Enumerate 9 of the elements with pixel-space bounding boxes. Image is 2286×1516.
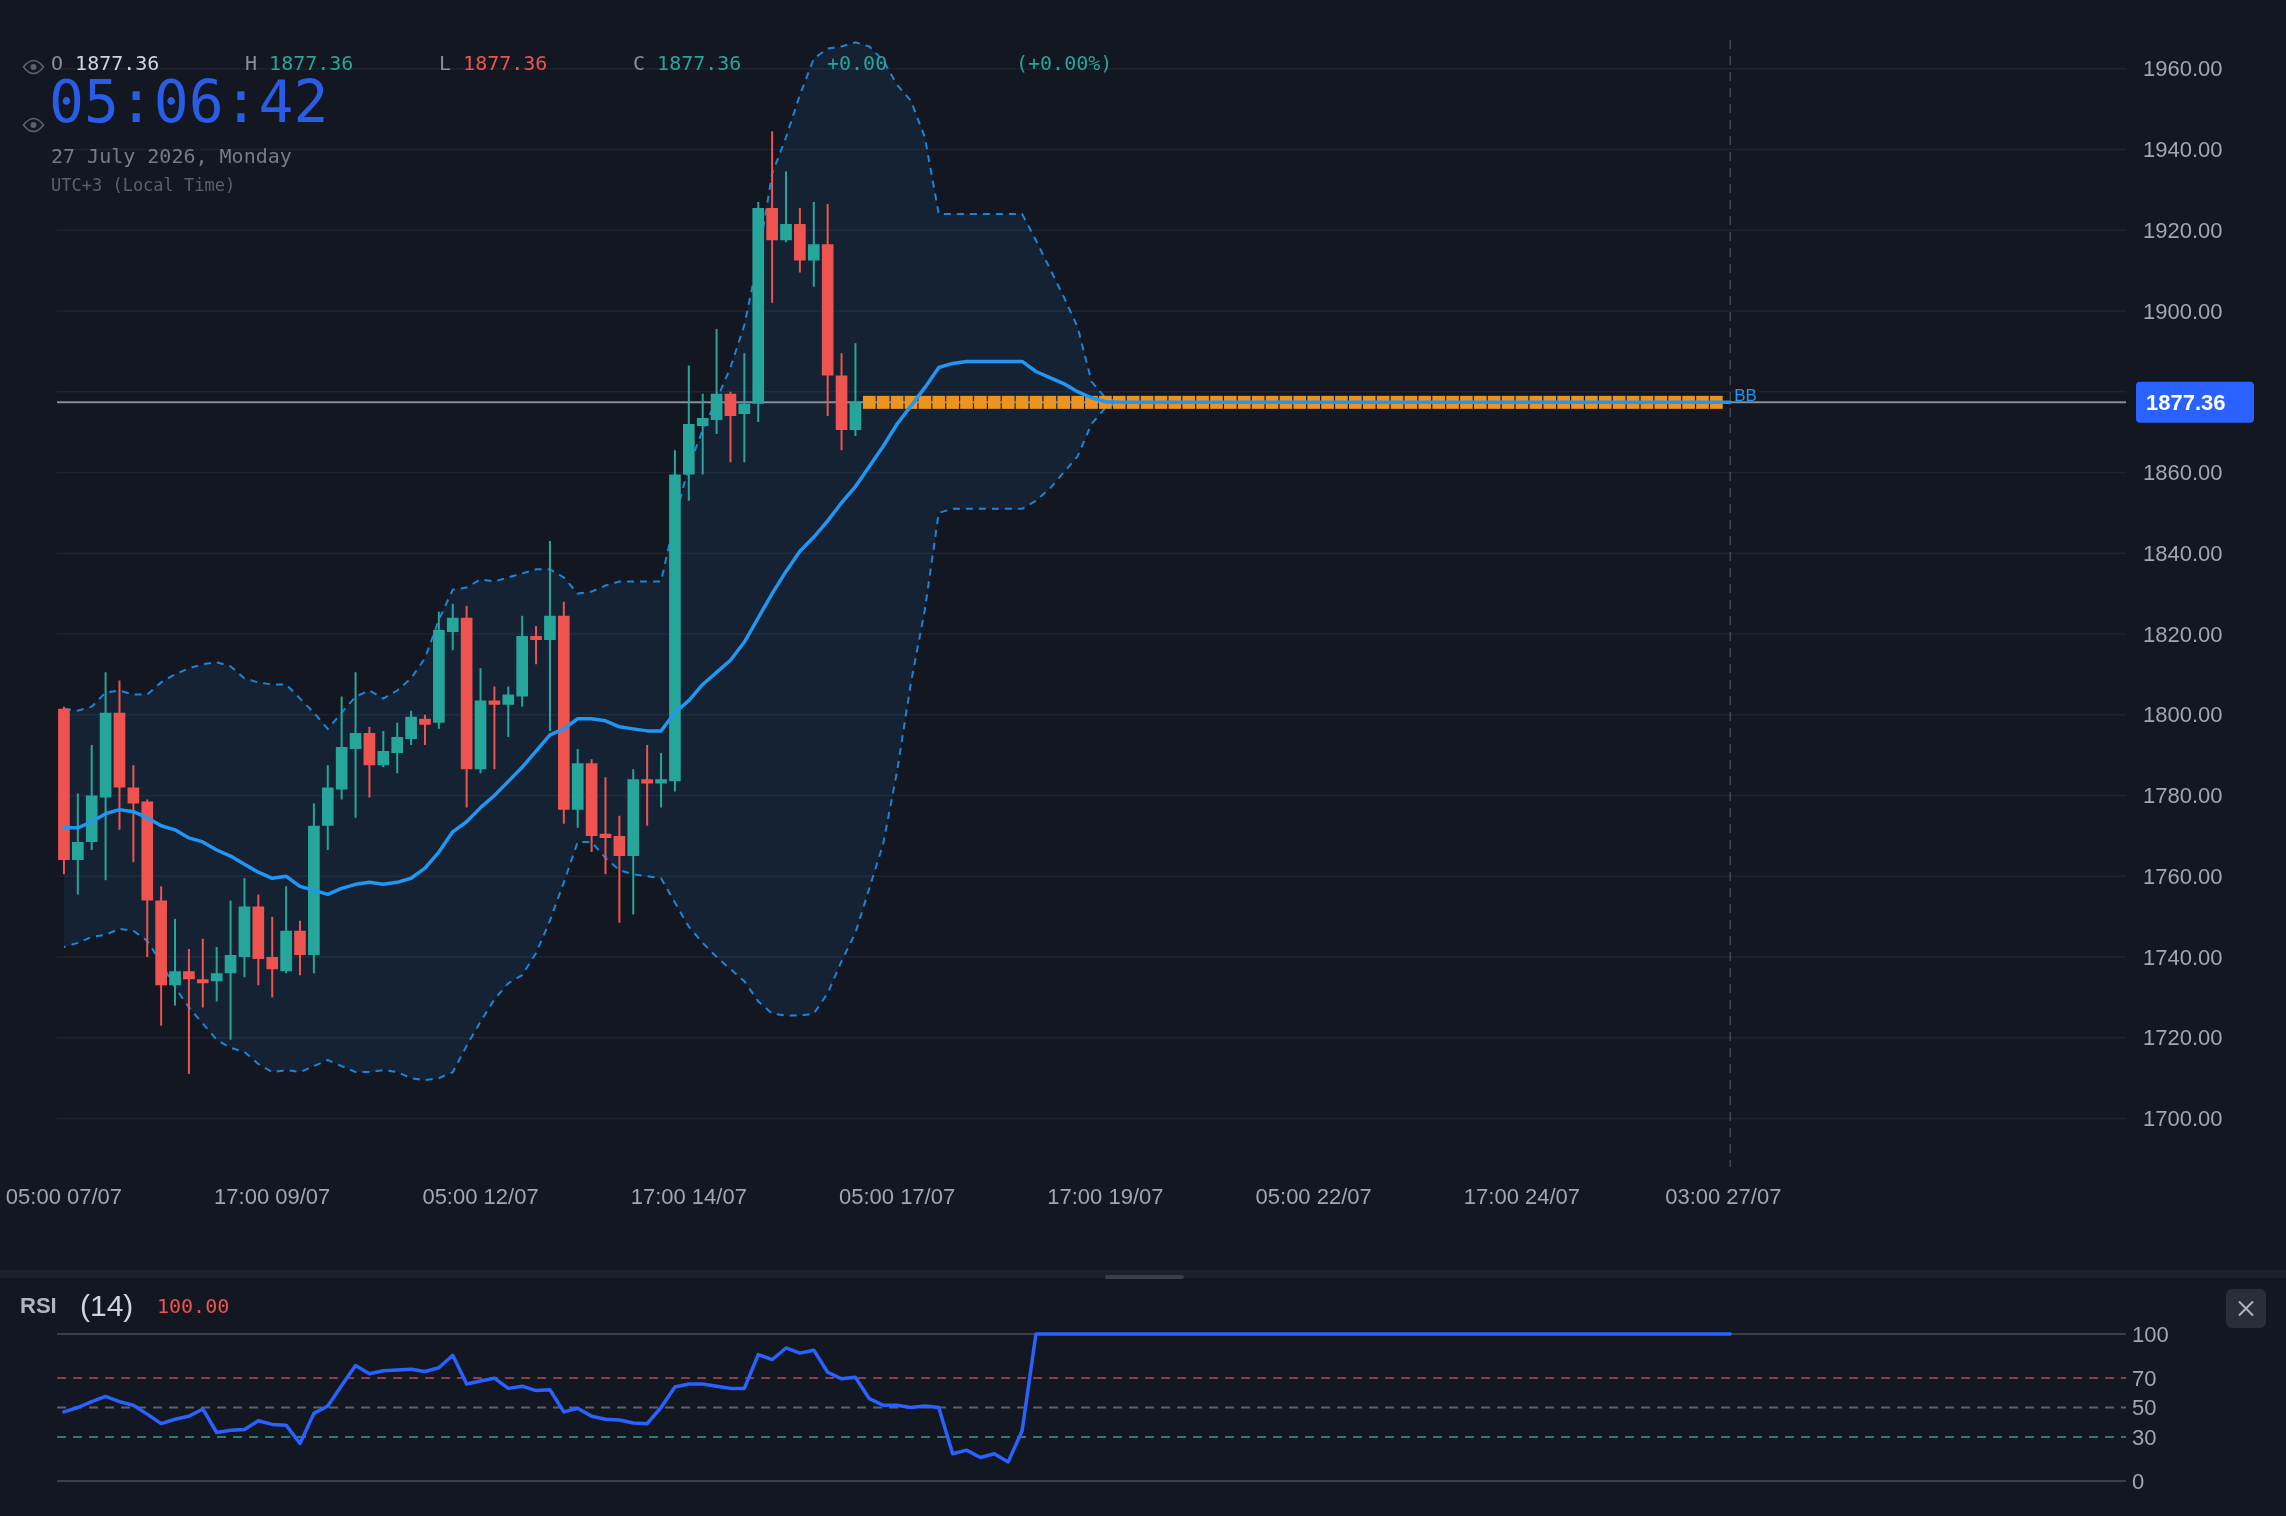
y-tick-label: 50 xyxy=(2132,1395,2157,1421)
chart-title: RSI xyxy=(20,1292,57,1318)
line-series xyxy=(62,1332,1732,1464)
y-tick-label: 30 xyxy=(2132,1424,2157,1450)
y-tick-label: 100 xyxy=(2132,1321,2169,1347)
chart-subtitle: (14) xyxy=(80,1288,134,1322)
text: 100.00 xyxy=(157,1294,230,1318)
y-tick-label: 0 xyxy=(2132,1468,2145,1494)
y-tick-label: 70 xyxy=(2132,1365,2157,1391)
